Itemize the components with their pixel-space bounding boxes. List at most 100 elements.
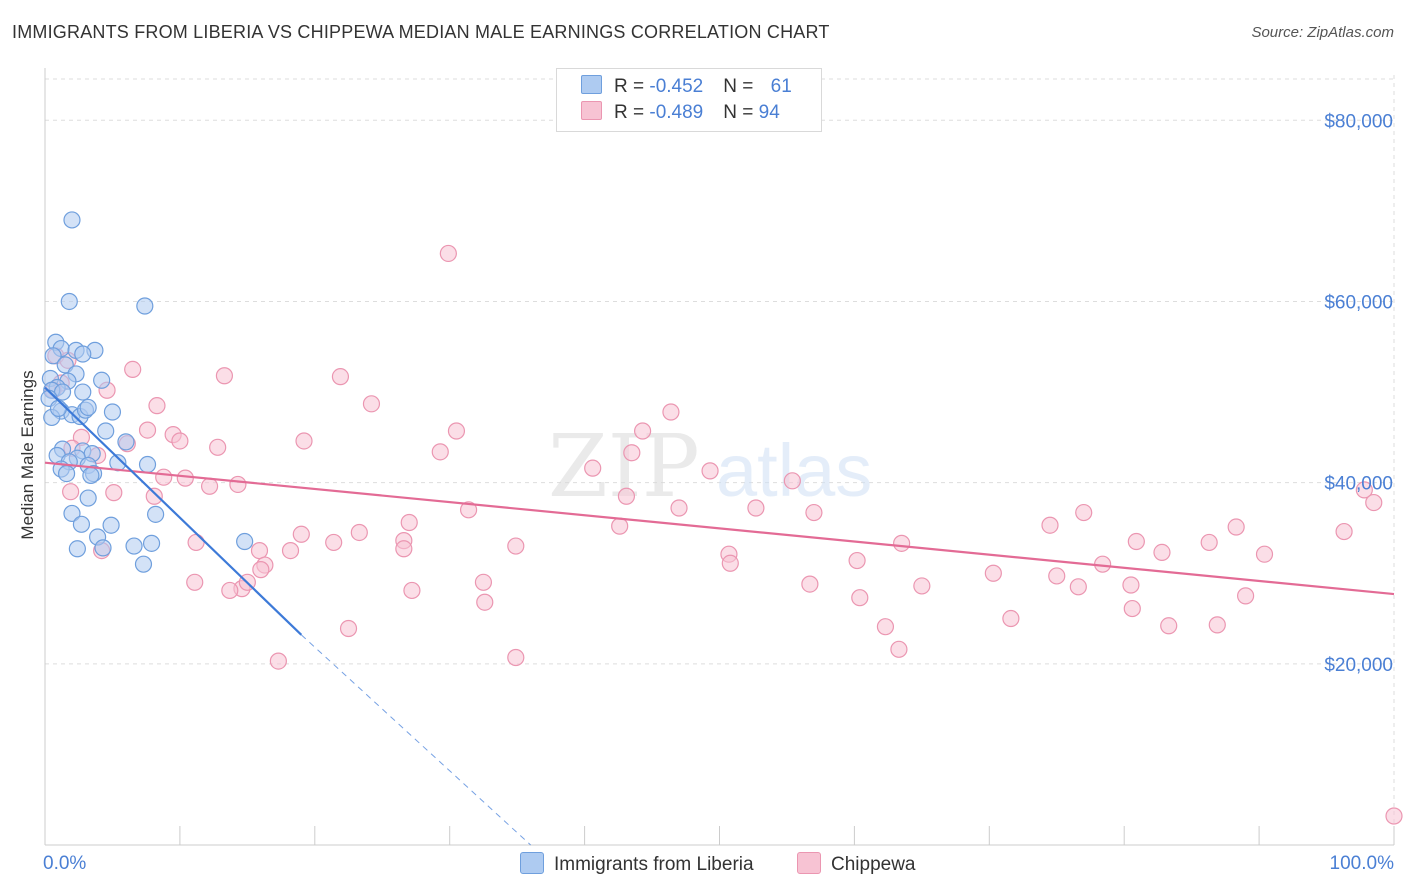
- chippewa-point: [623, 444, 641, 462]
- liberia-point: [147, 505, 165, 523]
- bottom-legend-liberia: Immigrants from Liberia: [520, 852, 754, 878]
- chippewa-point: [250, 541, 269, 560]
- legend-n-label: N =: [723, 102, 759, 123]
- liberia-point: [142, 534, 161, 552]
- chippewa-point: [1365, 493, 1383, 512]
- chippewa-point: [295, 432, 313, 450]
- chippewa-point: [634, 422, 652, 440]
- chippewa-point: [187, 533, 205, 552]
- chippewa-point: [1200, 533, 1218, 552]
- chippewa-point: [721, 554, 739, 572]
- chippewa-point: [611, 517, 629, 535]
- chippewa-point: [155, 468, 173, 486]
- chippewa-point: [1041, 516, 1059, 534]
- chippewa-point: [148, 397, 166, 415]
- legend-swatch-liberia: [581, 75, 602, 94]
- chippewa-point: [62, 483, 80, 501]
- chippewa-point: [124, 360, 142, 379]
- source-label: Source: ZipAtlas.com: [1251, 24, 1394, 41]
- chippewa-point: [1153, 543, 1171, 562]
- legend-r-value: -0.452: [649, 76, 704, 97]
- chippewa-point: [459, 501, 478, 519]
- chippewa-point: [1127, 532, 1145, 551]
- liberia-point: [79, 489, 97, 507]
- watermark-atlas: atlas: [716, 429, 872, 512]
- chippewa-point: [747, 499, 765, 517]
- chippewa-point: [269, 652, 287, 670]
- liberia-point: [94, 539, 112, 557]
- chippewa-point: [325, 533, 343, 552]
- liberia-point: [236, 532, 254, 551]
- chippewa-point: [1385, 807, 1403, 825]
- chippewa-point: [1002, 609, 1020, 628]
- bottom-legend-label-liberia: Immigrants from Liberia: [554, 854, 754, 875]
- chippewa-point: [395, 540, 413, 558]
- legend-r-value: -0.489: [649, 102, 704, 123]
- chippewa-point: [876, 618, 895, 636]
- liberia-point: [49, 399, 68, 417]
- liberia-point: [60, 292, 78, 311]
- y-tick-label: $40,000: [1324, 474, 1393, 495]
- chippewa-point: [339, 619, 358, 638]
- liberia-trend-extension: [300, 634, 531, 846]
- chippewa-point: [1237, 587, 1255, 605]
- chippewa-point: [186, 573, 204, 591]
- legend-swatch-chippewa: [581, 101, 602, 120]
- liberia-point: [102, 516, 120, 534]
- x-tick-label: 100.0%: [1330, 853, 1395, 874]
- axes: [44, 68, 1395, 846]
- chippewa-point: [403, 581, 421, 600]
- legend-row-liberia: R = -0.452 N = 61: [581, 75, 792, 99]
- chippewa-point: [507, 648, 525, 667]
- chippewa-point: [584, 459, 602, 477]
- liberia-trend-line: [44, 386, 303, 636]
- chippewa-point: [474, 573, 493, 591]
- chippewa-point: [801, 575, 819, 593]
- chippewa-point: [851, 589, 869, 607]
- chippewa-point: [229, 475, 247, 494]
- chippewa-point: [200, 477, 219, 495]
- chippewa-point: [1355, 481, 1373, 499]
- chippewa-point: [171, 432, 189, 450]
- liberia-point: [117, 433, 135, 451]
- chippewa-point: [848, 551, 866, 570]
- chippewa-points: [44, 244, 1403, 825]
- chippewa-point: [805, 503, 823, 522]
- chippewa-point: [252, 561, 270, 579]
- chippewa-point: [209, 438, 227, 456]
- chippewa-point: [350, 523, 368, 542]
- liberia-point: [138, 455, 157, 474]
- chippewa-point: [1255, 545, 1274, 563]
- liberia-point: [72, 515, 91, 533]
- chippewa-point: [1048, 567, 1066, 585]
- legend-r-label: R =: [614, 76, 650, 97]
- legend-n-value: 61: [770, 76, 792, 97]
- trend-lines: [44, 386, 1395, 846]
- liberia-point: [63, 211, 81, 229]
- legend-r-label: R =: [614, 102, 650, 123]
- chippewa-point: [1208, 616, 1226, 634]
- chippewa-point: [447, 422, 466, 440]
- chippewa-trend-line: [44, 461, 1395, 596]
- bottom-legend-swatch-chippewa: [797, 852, 821, 874]
- liberia-point: [82, 466, 100, 484]
- y-axis-label: Median Male Earnings: [18, 370, 37, 539]
- chippewa-point: [1075, 503, 1093, 522]
- legend-n-value: 94: [758, 102, 780, 123]
- chippewa-point: [701, 462, 719, 480]
- chippewa-point: [984, 564, 1002, 582]
- chippewa-point: [890, 640, 908, 658]
- liberia-point: [44, 347, 62, 365]
- liberia-point: [125, 537, 143, 555]
- chippewa-point: [281, 541, 300, 560]
- chippewa-point: [1335, 522, 1353, 541]
- chippewa-point: [145, 487, 163, 505]
- liberia-point: [93, 371, 111, 389]
- bottom-legend-swatch-liberia: [520, 852, 544, 874]
- bottom-legend-chippewa: Chippewa: [797, 852, 916, 878]
- chippewa-point: [1160, 617, 1178, 635]
- chippewa-point: [176, 469, 194, 487]
- chippewa-point: [670, 499, 688, 517]
- chippewa-point: [138, 421, 157, 439]
